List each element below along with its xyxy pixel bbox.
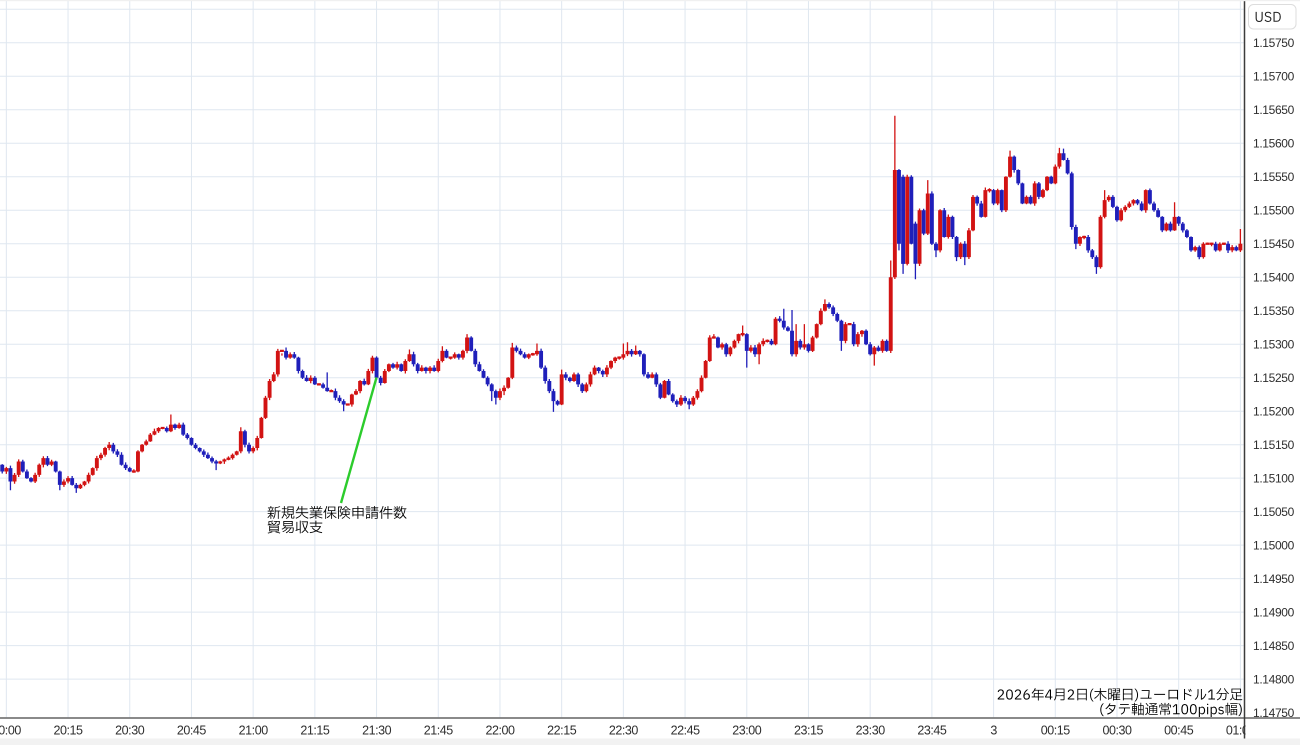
svg-text:20:15: 20:15 xyxy=(53,724,83,738)
svg-text:00:45: 00:45 xyxy=(1164,724,1194,738)
svg-text:21:45: 21:45 xyxy=(424,724,454,738)
svg-text:1.15200: 1.15200 xyxy=(1253,404,1295,418)
svg-text:22:15: 22:15 xyxy=(547,724,577,738)
svg-text:00:15: 00:15 xyxy=(1041,724,1071,738)
svg-text:1.15450: 1.15450 xyxy=(1253,237,1295,251)
svg-text:22:45: 22:45 xyxy=(671,724,701,738)
svg-text:1.15500: 1.15500 xyxy=(1253,203,1295,217)
svg-text:1.15100: 1.15100 xyxy=(1253,471,1295,485)
svg-text:3: 3 xyxy=(990,724,997,738)
svg-text:1.15750: 1.15750 xyxy=(1253,36,1295,50)
svg-text:23:15: 23:15 xyxy=(794,724,824,738)
svg-text:20:00: 20:00 xyxy=(0,724,21,738)
svg-text:21:00: 21:00 xyxy=(239,724,269,738)
svg-text:21:30: 21:30 xyxy=(362,724,392,738)
svg-text:20:30: 20:30 xyxy=(115,724,145,738)
svg-text:1.15650: 1.15650 xyxy=(1253,103,1295,117)
svg-text:23:45: 23:45 xyxy=(917,724,947,738)
svg-text:1.15300: 1.15300 xyxy=(1253,337,1295,351)
svg-text:1.15250: 1.15250 xyxy=(1253,371,1295,385)
svg-text:22:00: 22:00 xyxy=(485,724,515,738)
svg-text:21:15: 21:15 xyxy=(300,724,330,738)
svg-text:1.14850: 1.14850 xyxy=(1253,639,1295,653)
svg-text:1.15000: 1.15000 xyxy=(1253,538,1295,552)
svg-text:1.14750: 1.14750 xyxy=(1253,706,1295,720)
svg-text:1.15050: 1.15050 xyxy=(1253,505,1295,519)
svg-text:1.14950: 1.14950 xyxy=(1253,572,1295,586)
svg-text:00:30: 00:30 xyxy=(1102,724,1132,738)
svg-text:23:00: 23:00 xyxy=(732,724,762,738)
svg-text:22:30: 22:30 xyxy=(609,724,639,738)
svg-text:20:45: 20:45 xyxy=(177,724,207,738)
svg-text:1.14800: 1.14800 xyxy=(1253,672,1295,686)
svg-text:1.15150: 1.15150 xyxy=(1253,438,1295,452)
svg-text:1.15700: 1.15700 xyxy=(1253,69,1295,83)
svg-text:1.15350: 1.15350 xyxy=(1253,304,1295,318)
svg-text:1.14900: 1.14900 xyxy=(1253,605,1295,619)
svg-text:01:00: 01:00 xyxy=(1226,724,1256,738)
svg-text:1.15600: 1.15600 xyxy=(1253,136,1295,150)
svg-text:23:30: 23:30 xyxy=(856,724,886,738)
svg-text:1.15550: 1.15550 xyxy=(1253,170,1295,184)
svg-text:1.15400: 1.15400 xyxy=(1253,270,1295,284)
